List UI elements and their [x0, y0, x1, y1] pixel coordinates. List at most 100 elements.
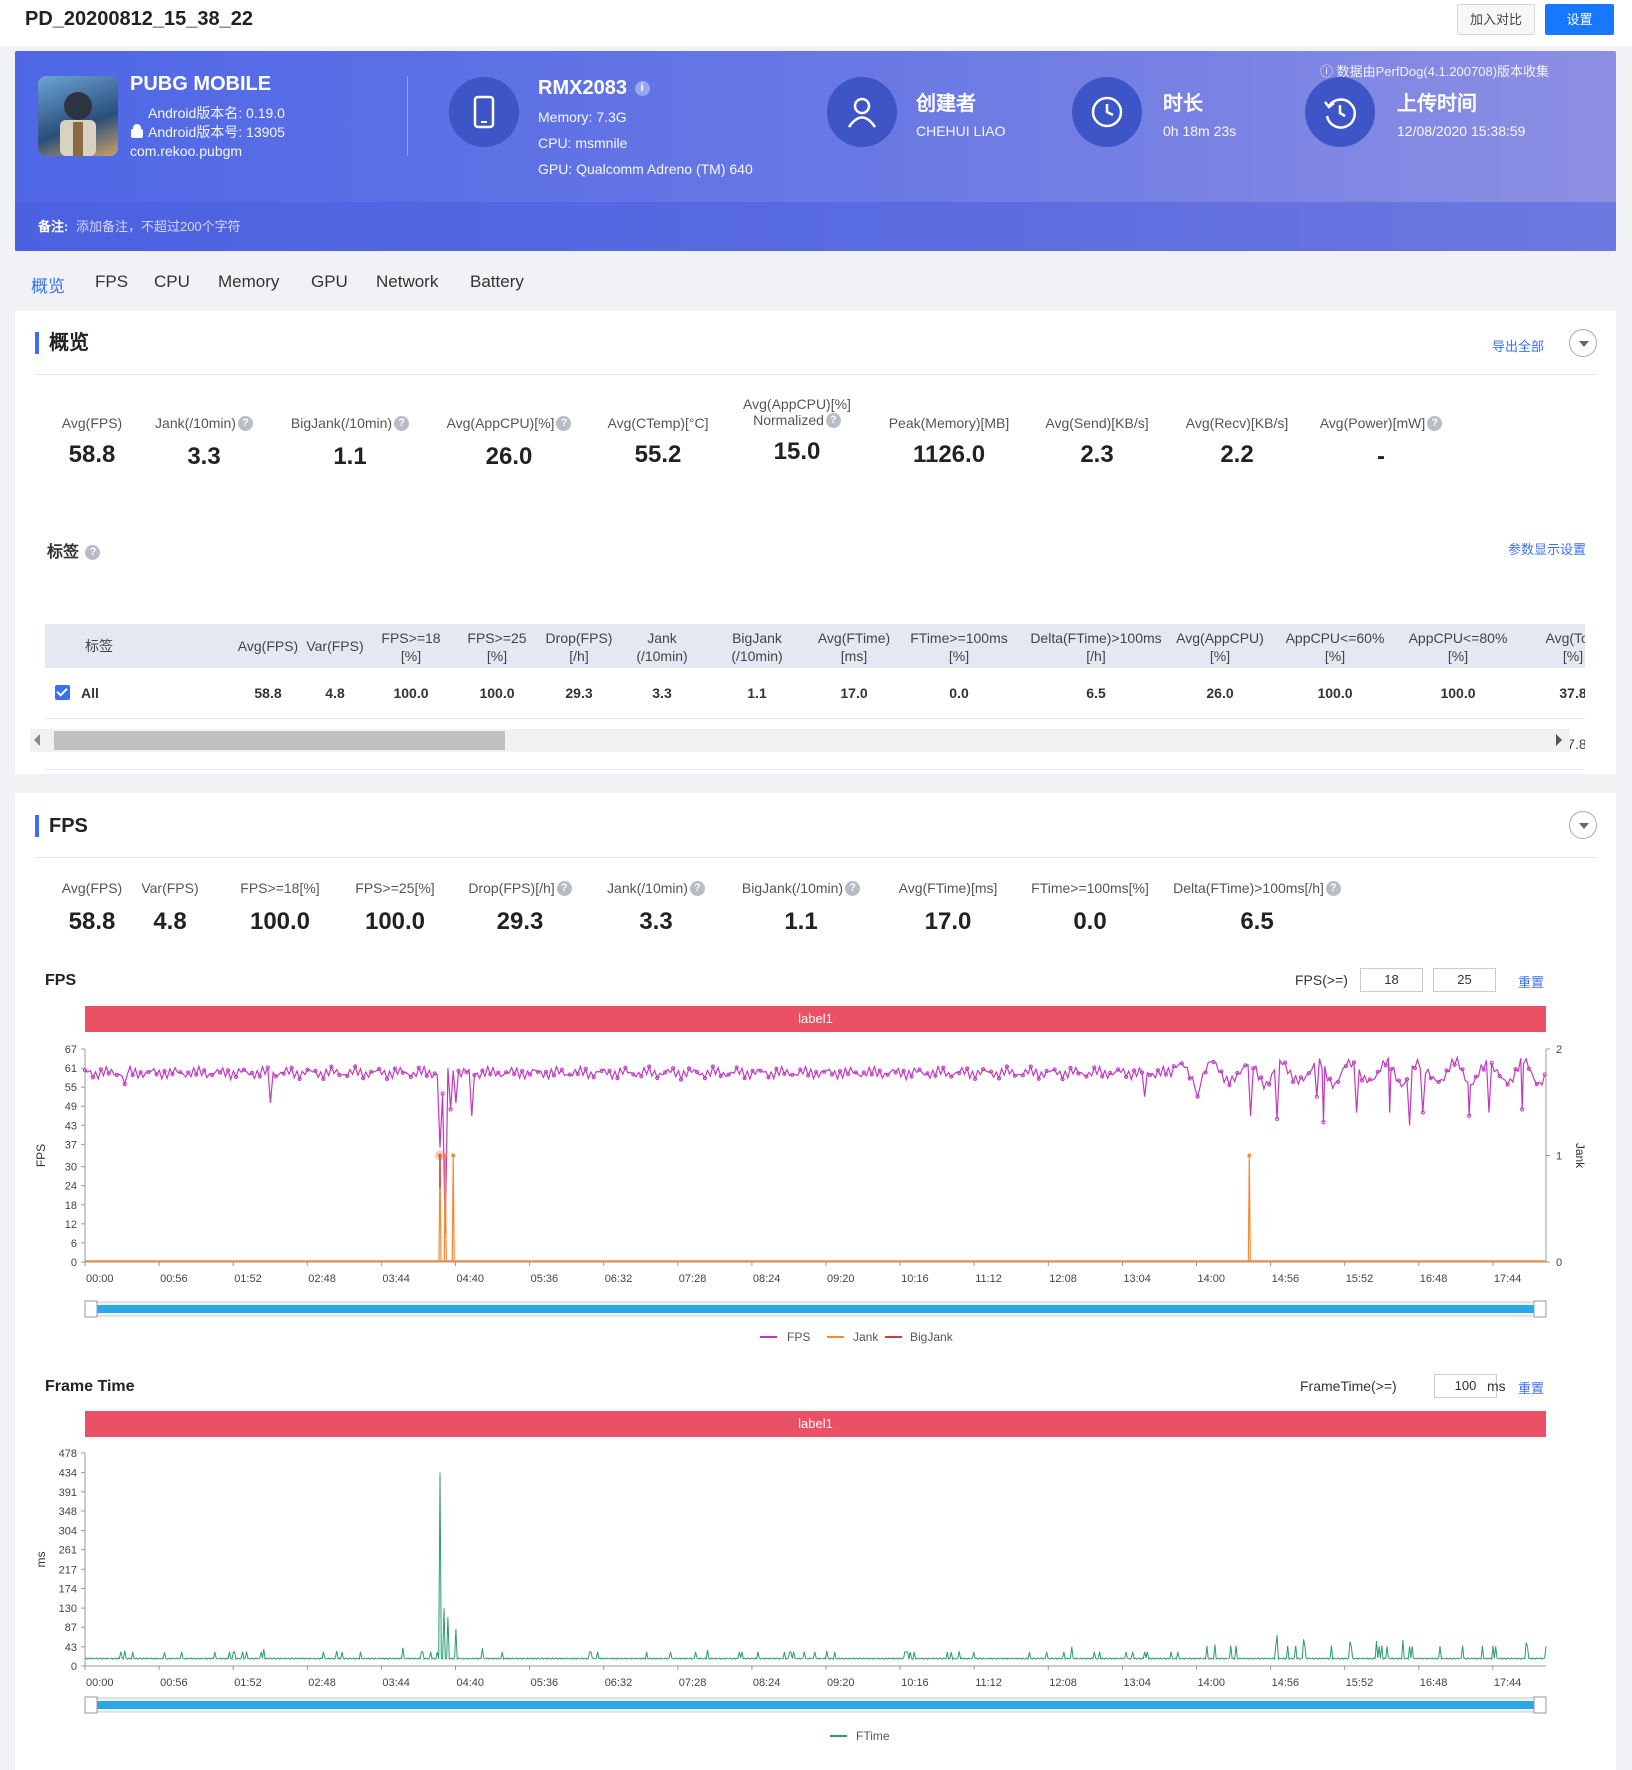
info-circle-icon: ⓘ: [1320, 64, 1337, 79]
column-header[interactable]: FPS>=18 [%]: [341, 629, 481, 665]
column-header-unit: [%]: [948, 648, 970, 664]
column-header[interactable]: BigJank (/10min): [687, 629, 827, 665]
column-header[interactable]: Avg(AppCPU) [%]: [1150, 629, 1290, 665]
column-header[interactable]: Delta(FTime)>100ms [/h]: [1026, 629, 1166, 665]
help-icon[interactable]: ?: [1427, 416, 1443, 432]
stat-value: 1.1: [784, 908, 818, 935]
fps-point: [853, 1070, 858, 1075]
label-band[interactable]: label1: [85, 1411, 1546, 1437]
zoom-slider-range[interactable]: [93, 1305, 1538, 1313]
scrollbar-thumb[interactable]: [54, 731, 505, 750]
fps-point: [766, 1075, 771, 1080]
column-header[interactable]: FPS>=25 [%]: [427, 629, 567, 665]
stat-label: Avg(AppCPU)[%]: [446, 415, 555, 431]
fps-point: [1359, 1078, 1364, 1083]
tab-gpu[interactable]: GPU: [311, 272, 348, 291]
help-icon[interactable]: ?: [1325, 881, 1341, 897]
fps-point: [1068, 1065, 1073, 1071]
fps-point: [1251, 1066, 1256, 1071]
stat-label: Avg(FTime)[ms]: [898, 880, 998, 896]
note-input[interactable]: 添加备注，不超过200个字符: [75, 219, 241, 234]
fps-point: [265, 1065, 270, 1070]
frametime-reset-link[interactable]: 重置: [1518, 1381, 1545, 1396]
fps-point: [973, 1076, 978, 1081]
help-icon[interactable]: ?: [237, 416, 253, 432]
column-header[interactable]: Jank (/10min): [592, 629, 732, 665]
fps-threshold-input-1[interactable]: 18: [1360, 968, 1423, 992]
scroll-left-icon[interactable]: [34, 734, 40, 746]
stat-value: 1.1: [333, 443, 367, 470]
column-header[interactable]: Var(FPS): [265, 637, 405, 655]
info-icon[interactable]: i: [634, 81, 650, 97]
column-header-unit: [/h]: [1086, 648, 1106, 664]
help-icon[interactable]: ?: [556, 881, 572, 897]
column-header[interactable]: Avg(FTime) [ms]: [784, 629, 924, 665]
tab-cpu[interactable]: CPU: [154, 272, 190, 291]
tab-memory[interactable]: Memory: [218, 272, 280, 291]
fps-threshold-input-2[interactable]: 25: [1433, 968, 1496, 992]
zoom-slider-right-handle[interactable]: [1533, 1696, 1547, 1714]
fps-point: [1460, 1067, 1465, 1072]
stat-value: 100.0: [249, 908, 311, 935]
x-tick-label: 12:08: [1049, 1677, 1077, 1689]
column-header[interactable]: Avg(FPS): [198, 637, 338, 655]
y2-axis-label: Jank: [1573, 1143, 1587, 1169]
tab-fps[interactable]: FPS: [95, 272, 129, 291]
fps-point: [782, 1071, 787, 1077]
fps-point: [949, 1074, 954, 1079]
add-compare-button[interactable]: 加入对比: [1457, 4, 1535, 35]
table-horizontal-scrollbar[interactable]: [30, 729, 1570, 752]
label-band[interactable]: label1: [85, 1006, 1546, 1032]
legend-fps-label[interactable]: FPS: [787, 1330, 810, 1344]
help-icon[interactable]: ?: [394, 416, 410, 432]
scroll-right-icon[interactable]: [1556, 734, 1562, 746]
zoom-slider-right-handle[interactable]: [1533, 1300, 1547, 1318]
legend-ftime-label[interactable]: FTime: [856, 1729, 890, 1743]
stat-value: 3.3: [639, 908, 673, 935]
fps-point: [186, 1070, 191, 1075]
help-icon[interactable]: ?: [845, 881, 861, 897]
overview-stat: BigJank(/10min)? 1.1: [240, 415, 460, 471]
export-all-link[interactable]: 导出全部: [1491, 339, 1544, 354]
fps-point: [790, 1072, 795, 1077]
column-header[interactable]: FTime>=100ms [%]: [889, 629, 1029, 665]
collapse-overview-icon[interactable]: [1569, 329, 1597, 357]
zoom-slider-left-handle[interactable]: [84, 1300, 98, 1318]
fps-point: [678, 1077, 684, 1082]
fps-point: [917, 1067, 922, 1072]
fps-point: [273, 1074, 278, 1079]
help-icon[interactable]: ?: [85, 545, 101, 561]
display-settings-link[interactable]: 参数显示设置: [1507, 542, 1586, 557]
tab-overview[interactable]: 概览: [31, 277, 65, 296]
help-icon[interactable]: ?: [825, 413, 841, 429]
column-header[interactable]: Drop(FPS) [/h]: [509, 629, 649, 665]
legend-jank-label[interactable]: Jank: [853, 1330, 879, 1344]
fps-point: [424, 1073, 429, 1078]
help-icon[interactable]: ?: [556, 416, 572, 432]
zoom-slider-range[interactable]: [93, 1701, 1538, 1709]
fps-point: [1259, 1075, 1264, 1080]
column-header[interactable]: AppCPU<=80% [%]: [1388, 629, 1528, 665]
tab-network[interactable]: Network: [376, 272, 439, 291]
fps-chart-title: FPS: [45, 972, 77, 989]
fps-point: [1306, 1071, 1312, 1076]
table-cell: 6.5: [1086, 685, 1106, 701]
fps-reset-link[interactable]: 重置: [1518, 975, 1545, 990]
fps-point: [1282, 1060, 1288, 1065]
column-header[interactable]: Avg(Tota [%]: [1503, 629, 1586, 665]
table-cell: 4.8: [325, 685, 345, 701]
fps-point: [806, 1073, 811, 1078]
zoom-slider-left-handle[interactable]: [84, 1696, 98, 1714]
upload-time: 12/08/2020 15:38:59: [1397, 123, 1526, 139]
help-icon[interactable]: ?: [689, 881, 705, 897]
legend-bigjank-label[interactable]: BigJank: [910, 1330, 954, 1344]
frametime-threshold-input[interactable]: 100: [1434, 1374, 1497, 1398]
x-tick-label: 04:40: [457, 1677, 485, 1689]
column-header[interactable]: 标签: [85, 637, 225, 655]
fps-point: [718, 1074, 723, 1079]
settings-button[interactable]: 设置: [1545, 4, 1614, 35]
row-checkbox[interactable]: [55, 685, 70, 700]
column-header[interactable]: AppCPU<=60% [%]: [1265, 629, 1405, 665]
collapse-fps-icon[interactable]: [1569, 811, 1597, 839]
tab-battery[interactable]: Battery: [470, 272, 524, 291]
